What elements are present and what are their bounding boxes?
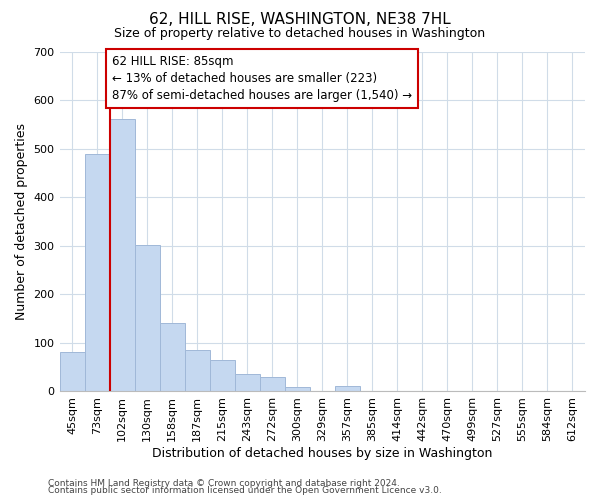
- Text: Size of property relative to detached houses in Washington: Size of property relative to detached ho…: [115, 28, 485, 40]
- Bar: [209, 360, 235, 392]
- Bar: [85, 154, 110, 392]
- Bar: [185, 350, 209, 392]
- Bar: [285, 386, 310, 392]
- Y-axis label: Number of detached properties: Number of detached properties: [15, 123, 28, 320]
- Bar: [110, 120, 134, 392]
- X-axis label: Distribution of detached houses by size in Washington: Distribution of detached houses by size …: [152, 447, 493, 460]
- Bar: [335, 386, 360, 392]
- Text: 62, HILL RISE, WASHINGTON, NE38 7HL: 62, HILL RISE, WASHINGTON, NE38 7HL: [149, 12, 451, 28]
- Bar: [134, 245, 160, 392]
- Bar: [235, 374, 260, 392]
- Text: 62 HILL RISE: 85sqm
← 13% of detached houses are smaller (223)
87% of semi-detac: 62 HILL RISE: 85sqm ← 13% of detached ho…: [112, 56, 412, 102]
- Bar: [260, 377, 285, 392]
- Bar: [59, 352, 85, 392]
- Text: Contains public sector information licensed under the Open Government Licence v3: Contains public sector information licen…: [48, 486, 442, 495]
- Text: Contains HM Land Registry data © Crown copyright and database right 2024.: Contains HM Land Registry data © Crown c…: [48, 478, 400, 488]
- Bar: [160, 324, 185, 392]
